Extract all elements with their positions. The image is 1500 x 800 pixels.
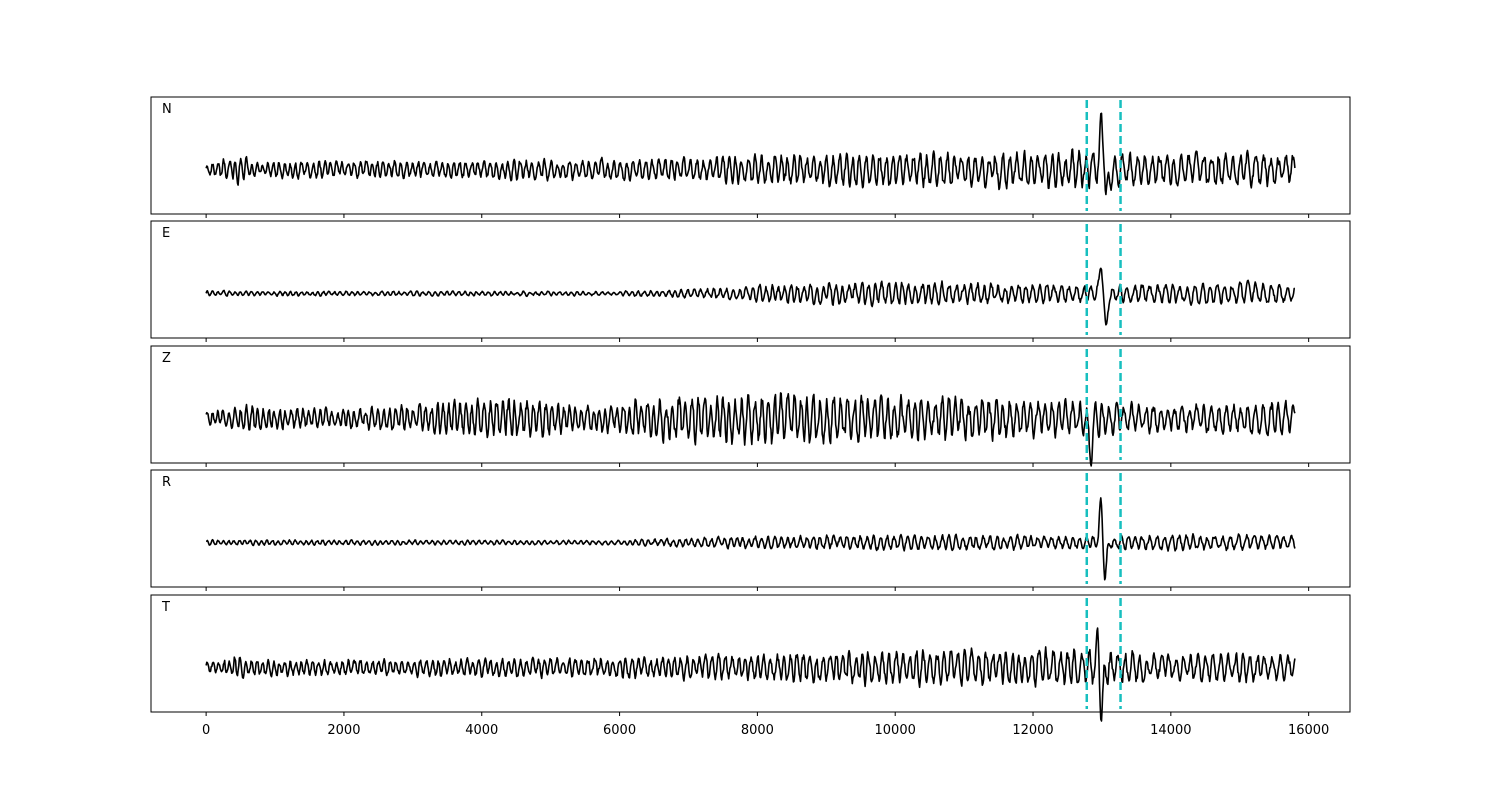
x-tick-label: 14000	[1150, 723, 1191, 738]
trace-r	[205, 497, 1296, 581]
panel-e: E	[150, 220, 1351, 342]
trace-z	[205, 392, 1296, 467]
trace-t	[205, 627, 1296, 722]
panel-frame	[150, 96, 1351, 215]
x-tick-label: 16000	[1288, 723, 1329, 738]
panel-frame	[150, 345, 1351, 464]
panel-label: Z	[162, 351, 171, 366]
panel-z: Z	[150, 345, 1351, 467]
x-tick-label: 6000	[603, 723, 636, 738]
x-tick-label: 8000	[741, 723, 774, 738]
panel-label: R	[162, 475, 171, 490]
x-tick-label: 0	[202, 723, 210, 738]
panel-r: R	[150, 469, 1351, 591]
x-tick-label: 2000	[327, 723, 360, 738]
panel-frame	[150, 469, 1351, 588]
panel-frame	[150, 220, 1351, 339]
x-tick-label: 12000	[1012, 723, 1053, 738]
trace-e	[205, 267, 1296, 326]
trace-n	[205, 112, 1296, 196]
panel-frame	[150, 594, 1351, 713]
x-tick-label: 4000	[465, 723, 498, 738]
panel-t: T	[150, 594, 1351, 722]
x-tick-label: 10000	[875, 723, 916, 738]
panel-n: N	[150, 96, 1351, 218]
panel-label: N	[162, 102, 172, 117]
panel-label: T	[161, 600, 170, 615]
panel-label: E	[162, 226, 170, 241]
